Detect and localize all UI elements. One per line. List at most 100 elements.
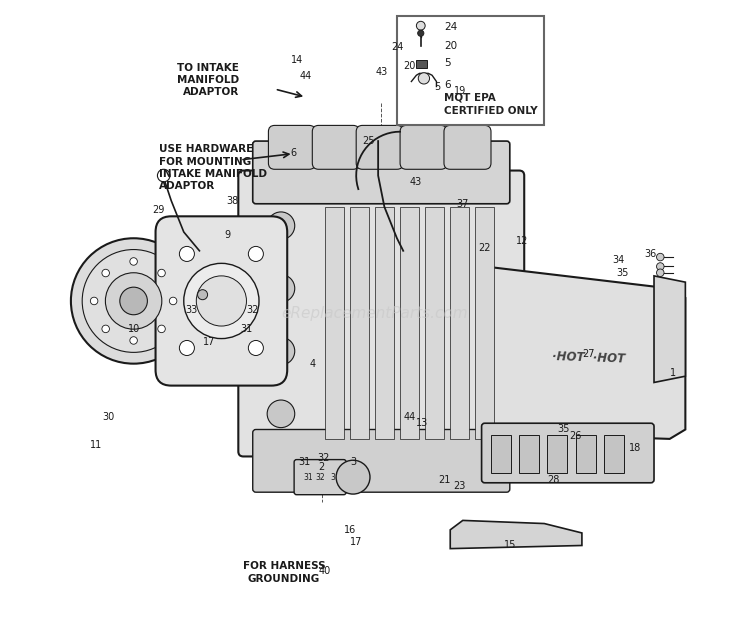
Bar: [416, 60, 427, 68]
Text: MQT EPA
CERTIFIED ONLY: MQT EPA CERTIFIED ONLY: [444, 93, 538, 116]
Text: 24: 24: [444, 22, 458, 32]
Bar: [604, 435, 624, 473]
Bar: [450, 207, 469, 439]
Text: 29: 29: [152, 205, 165, 215]
Circle shape: [130, 337, 137, 344]
Circle shape: [102, 269, 110, 277]
Text: 35: 35: [557, 424, 569, 435]
Text: 18: 18: [629, 443, 641, 453]
Circle shape: [196, 276, 247, 326]
Text: 20: 20: [404, 61, 416, 71]
Circle shape: [170, 297, 177, 305]
FancyBboxPatch shape: [268, 125, 316, 169]
Text: 1: 1: [670, 368, 676, 378]
Text: 44: 44: [404, 412, 416, 422]
Text: 32: 32: [316, 473, 326, 482]
Text: 23: 23: [454, 481, 466, 491]
Text: 6: 6: [444, 80, 451, 90]
Bar: [397, 16, 544, 125]
FancyBboxPatch shape: [155, 216, 287, 386]
Text: 31: 31: [240, 324, 253, 334]
Circle shape: [267, 400, 295, 428]
Text: 17: 17: [350, 537, 362, 547]
Circle shape: [106, 273, 162, 329]
Text: 4: 4: [309, 359, 315, 369]
FancyBboxPatch shape: [253, 429, 510, 492]
Circle shape: [656, 269, 664, 277]
Text: 3: 3: [350, 457, 356, 467]
Circle shape: [71, 238, 196, 364]
Text: 24: 24: [391, 42, 404, 52]
Bar: [325, 207, 344, 439]
FancyBboxPatch shape: [482, 423, 654, 483]
Text: 6: 6: [290, 148, 296, 158]
Text: ·HOT  ·HOT: ·HOT ·HOT: [551, 350, 625, 365]
Circle shape: [336, 460, 370, 494]
Bar: [375, 207, 394, 439]
Text: 22: 22: [478, 243, 491, 253]
Text: 5: 5: [434, 82, 441, 92]
Circle shape: [82, 250, 185, 352]
Text: 31: 31: [298, 457, 311, 467]
Text: 20: 20: [444, 41, 457, 51]
Circle shape: [130, 258, 137, 265]
Circle shape: [656, 253, 664, 261]
Circle shape: [158, 325, 165, 333]
Circle shape: [267, 337, 295, 365]
Bar: [491, 435, 511, 473]
FancyBboxPatch shape: [400, 125, 447, 169]
Text: 14: 14: [290, 55, 303, 65]
Bar: [400, 207, 419, 439]
Text: 31: 31: [303, 473, 313, 482]
Circle shape: [416, 21, 425, 30]
Text: 38: 38: [226, 196, 238, 206]
Bar: [576, 435, 596, 473]
Bar: [425, 207, 444, 439]
Text: 33: 33: [186, 305, 198, 315]
Text: 35: 35: [616, 268, 628, 278]
Bar: [519, 435, 539, 473]
Text: TO INTAKE
MANIFOLD
ADAPTOR: TO INTAKE MANIFOLD ADAPTOR: [177, 63, 239, 98]
Text: 17: 17: [202, 337, 215, 347]
FancyBboxPatch shape: [253, 141, 510, 204]
Polygon shape: [450, 520, 582, 549]
Text: 16: 16: [344, 525, 356, 535]
Text: 3: 3: [331, 473, 335, 482]
Circle shape: [179, 246, 194, 261]
Text: 36: 36: [645, 249, 657, 259]
Bar: [476, 207, 494, 439]
Circle shape: [267, 212, 295, 240]
Circle shape: [267, 275, 295, 302]
Circle shape: [158, 269, 165, 277]
Text: 43: 43: [410, 177, 422, 187]
Text: 37: 37: [457, 199, 469, 209]
FancyBboxPatch shape: [238, 171, 524, 456]
Text: 28: 28: [548, 475, 560, 485]
FancyBboxPatch shape: [356, 125, 404, 169]
Text: FOR HARNESS
GROUNDING: FOR HARNESS GROUNDING: [243, 561, 326, 584]
Text: 21: 21: [438, 475, 450, 485]
Circle shape: [90, 297, 98, 305]
Circle shape: [248, 340, 263, 356]
Bar: [548, 435, 568, 473]
Circle shape: [418, 30, 424, 36]
Text: 9: 9: [224, 230, 231, 240]
Text: 30: 30: [103, 412, 115, 422]
Text: 25: 25: [362, 136, 375, 146]
Polygon shape: [484, 266, 686, 439]
Circle shape: [158, 169, 170, 182]
Circle shape: [120, 287, 148, 315]
Circle shape: [102, 325, 110, 333]
Text: 43: 43: [375, 67, 388, 77]
Text: 5: 5: [444, 58, 451, 68]
Text: 27: 27: [582, 349, 595, 359]
Polygon shape: [654, 276, 686, 382]
Circle shape: [248, 246, 263, 261]
FancyBboxPatch shape: [444, 125, 491, 169]
Text: 44: 44: [300, 71, 312, 82]
Text: 15: 15: [503, 540, 516, 551]
FancyBboxPatch shape: [294, 460, 346, 495]
Circle shape: [419, 73, 430, 84]
Text: 19: 19: [454, 86, 466, 96]
Text: 2: 2: [319, 462, 325, 472]
